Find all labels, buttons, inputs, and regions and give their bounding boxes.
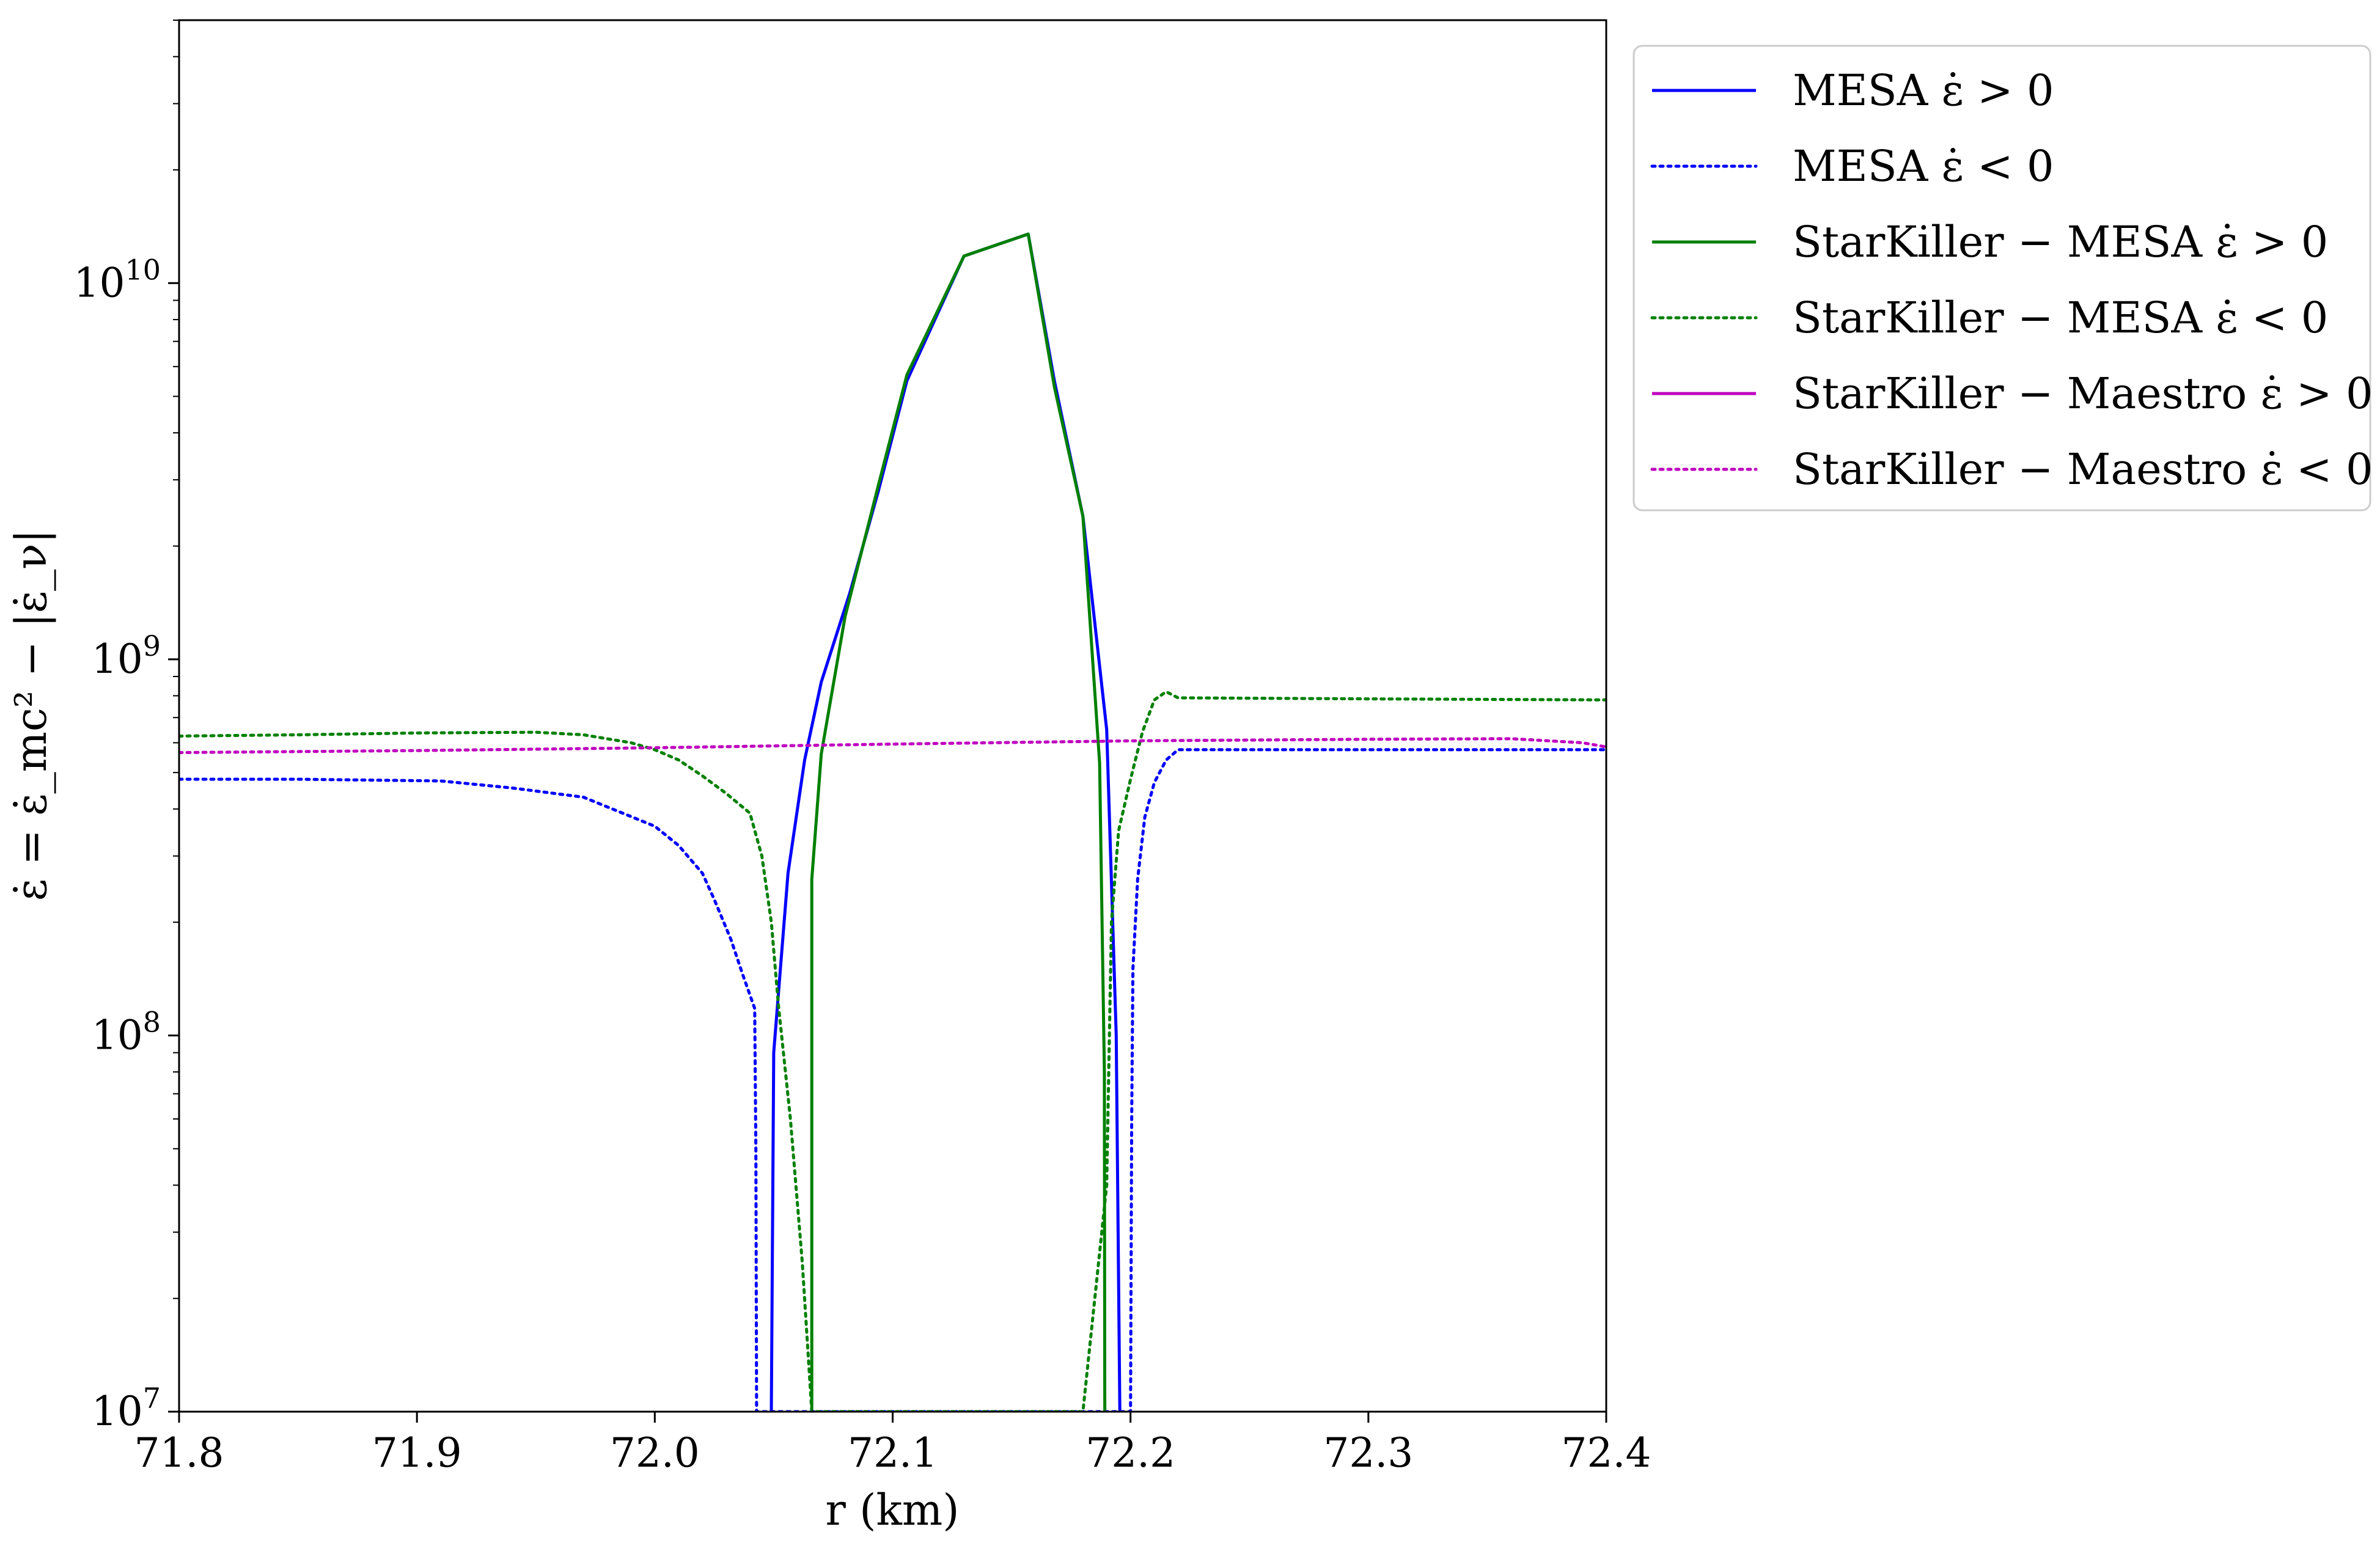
y-axis: 107 108 109 1010 [73, 20, 179, 1435]
series-line-2 [179, 748, 1606, 1412]
series-layer [179, 232, 1606, 1412]
x-tick-label: 72.4 [1562, 1429, 1651, 1476]
legend: MESA ε̇ > 0 MESA ε̇ < 0 StarKiller − MESA … [1633, 45, 2373, 512]
y-tick-label: 109 [92, 629, 161, 683]
legend-entry-label: MESA ε̇ < 0 [1793, 141, 2054, 191]
y-tick-label: 1010 [73, 253, 161, 306]
series-line-6 [179, 737, 1606, 754]
y-tick-label: 108 [92, 1005, 161, 1058]
x-tick-label: 71.8 [134, 1429, 224, 1476]
x-tick-label: 72.3 [1323, 1429, 1413, 1476]
x-tick-label: 72.1 [848, 1429, 938, 1476]
legend-entry-label: StarKiller − MESA ε̇ < 0 [1793, 293, 2328, 343]
x-tick-label: 71.9 [372, 1429, 462, 1476]
y-tick-label: 107 [92, 1382, 161, 1435]
legend-frame [1633, 45, 2371, 512]
x-tick-label: 72.0 [610, 1429, 700, 1476]
series-line-4 [179, 690, 1606, 1412]
x-tick-label: 72.2 [1085, 1429, 1175, 1476]
legend-entry-label: StarKiller − MESA ε̇ > 0 [1793, 217, 2328, 267]
y-axis-title: ε̇ = ε̇_mc² − |ε̇_ν| [6, 529, 56, 901]
legend-entry-label: StarKiller − Maestro ε̇ > 0 [1793, 369, 2373, 419]
legend-entry-label: MESA ε̇ > 0 [1793, 65, 2054, 116]
series-line-3 [810, 232, 1107, 1412]
legend-entry-label: StarKiller − Maestro ε̇ < 0 [1793, 444, 2373, 494]
x-axis: 71.8 71.9 72.0 72.1 72.2 72.3 72.4 [134, 1412, 1651, 1476]
x-axis-title: r (km) [825, 1485, 959, 1535]
